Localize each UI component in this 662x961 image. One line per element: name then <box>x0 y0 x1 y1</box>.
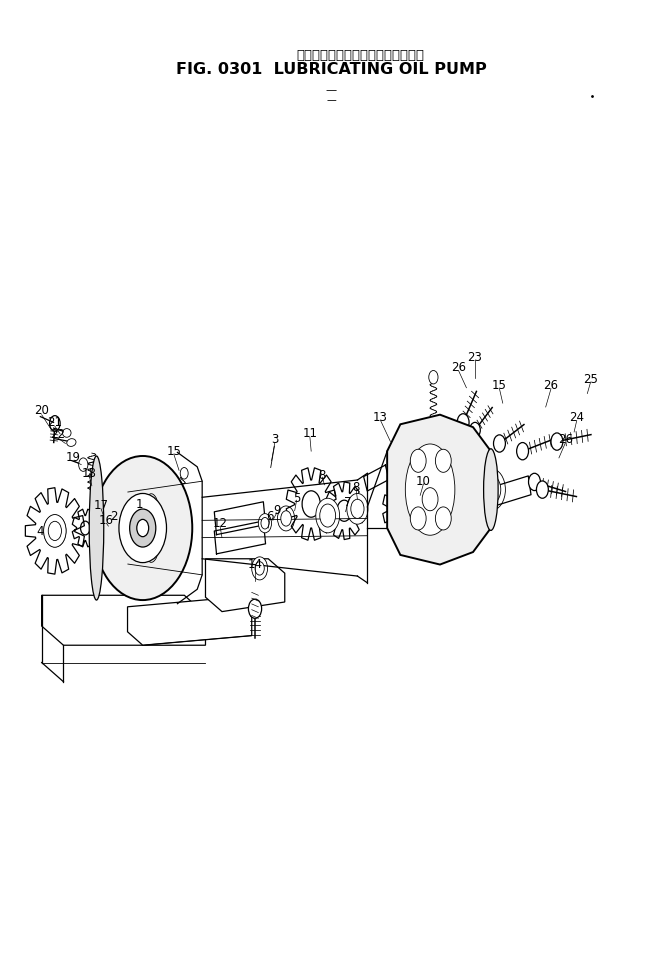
Circle shape <box>436 507 451 530</box>
Polygon shape <box>383 479 424 540</box>
Circle shape <box>429 371 438 384</box>
Text: 5: 5 <box>293 491 301 505</box>
Polygon shape <box>489 477 531 507</box>
Text: 9: 9 <box>273 504 281 517</box>
Polygon shape <box>214 522 265 554</box>
Text: 8: 8 <box>352 480 359 494</box>
Circle shape <box>99 502 107 513</box>
Text: 15: 15 <box>166 444 181 457</box>
Circle shape <box>470 423 481 438</box>
Circle shape <box>493 435 505 453</box>
Polygon shape <box>324 482 364 540</box>
Circle shape <box>410 507 426 530</box>
Polygon shape <box>387 415 491 565</box>
Text: 24: 24 <box>569 410 585 424</box>
Circle shape <box>436 450 451 473</box>
Ellipse shape <box>67 439 76 447</box>
Circle shape <box>44 515 66 548</box>
Circle shape <box>302 491 320 518</box>
Text: 19: 19 <box>66 451 81 464</box>
Circle shape <box>410 450 426 473</box>
Text: 8: 8 <box>318 468 326 481</box>
Text: 20: 20 <box>34 404 49 417</box>
Circle shape <box>347 494 368 525</box>
Text: 4: 4 <box>36 525 44 538</box>
Text: 1: 1 <box>136 497 143 510</box>
Circle shape <box>255 562 264 576</box>
Text: 11: 11 <box>303 427 317 440</box>
Text: 14: 14 <box>248 557 263 571</box>
Text: 25: 25 <box>583 372 598 385</box>
Circle shape <box>351 500 364 519</box>
Circle shape <box>79 458 88 472</box>
Text: 3: 3 <box>271 432 279 446</box>
Text: —: — <box>326 85 336 95</box>
Text: 18: 18 <box>82 466 97 480</box>
Circle shape <box>481 476 500 505</box>
Text: 26: 26 <box>558 432 573 446</box>
Circle shape <box>130 509 156 548</box>
Text: 22: 22 <box>50 428 65 441</box>
Polygon shape <box>205 559 285 612</box>
Text: 26: 26 <box>544 379 559 392</box>
Text: 10: 10 <box>416 475 431 488</box>
Circle shape <box>320 505 336 528</box>
Circle shape <box>81 522 90 535</box>
Ellipse shape <box>484 450 498 530</box>
Ellipse shape <box>405 445 455 535</box>
Text: 26: 26 <box>451 360 466 374</box>
Circle shape <box>137 520 149 537</box>
Text: 17: 17 <box>93 499 109 512</box>
Circle shape <box>422 488 438 511</box>
Circle shape <box>516 443 528 460</box>
Circle shape <box>261 518 269 530</box>
Circle shape <box>119 494 167 563</box>
Circle shape <box>277 506 295 531</box>
Circle shape <box>551 433 563 451</box>
Polygon shape <box>363 466 389 491</box>
Text: 2: 2 <box>111 509 118 523</box>
Text: ルーブリケーティングオイルポンプ: ルーブリケーティングオイルポンプ <box>297 49 425 62</box>
Ellipse shape <box>62 430 71 438</box>
Circle shape <box>252 557 267 580</box>
Circle shape <box>397 499 411 520</box>
Circle shape <box>248 600 261 619</box>
Circle shape <box>93 456 192 601</box>
Circle shape <box>104 517 113 530</box>
Text: 15: 15 <box>492 379 507 392</box>
Circle shape <box>258 514 271 533</box>
Polygon shape <box>72 509 98 548</box>
Circle shape <box>536 481 548 499</box>
Polygon shape <box>286 468 336 541</box>
Text: 6: 6 <box>267 509 274 523</box>
Circle shape <box>281 511 291 527</box>
Circle shape <box>50 416 60 431</box>
Circle shape <box>44 515 66 547</box>
Text: 21: 21 <box>48 415 62 429</box>
Text: 7: 7 <box>344 495 352 508</box>
Circle shape <box>337 501 352 522</box>
Text: —: — <box>326 94 336 105</box>
Text: 23: 23 <box>467 350 483 363</box>
Polygon shape <box>42 596 205 646</box>
Circle shape <box>457 414 469 431</box>
Polygon shape <box>128 598 252 646</box>
Text: FIG. 0301  LUBRICATING OIL PUMP: FIG. 0301 LUBRICATING OIL PUMP <box>175 62 487 77</box>
Polygon shape <box>214 503 265 535</box>
Circle shape <box>180 468 188 480</box>
Text: 13: 13 <box>373 410 388 424</box>
Ellipse shape <box>89 456 104 601</box>
Circle shape <box>316 499 340 533</box>
Polygon shape <box>25 488 84 575</box>
Circle shape <box>528 474 540 491</box>
Text: 12: 12 <box>213 516 228 530</box>
Text: 16: 16 <box>99 513 114 527</box>
Circle shape <box>477 469 505 511</box>
Circle shape <box>48 522 62 541</box>
